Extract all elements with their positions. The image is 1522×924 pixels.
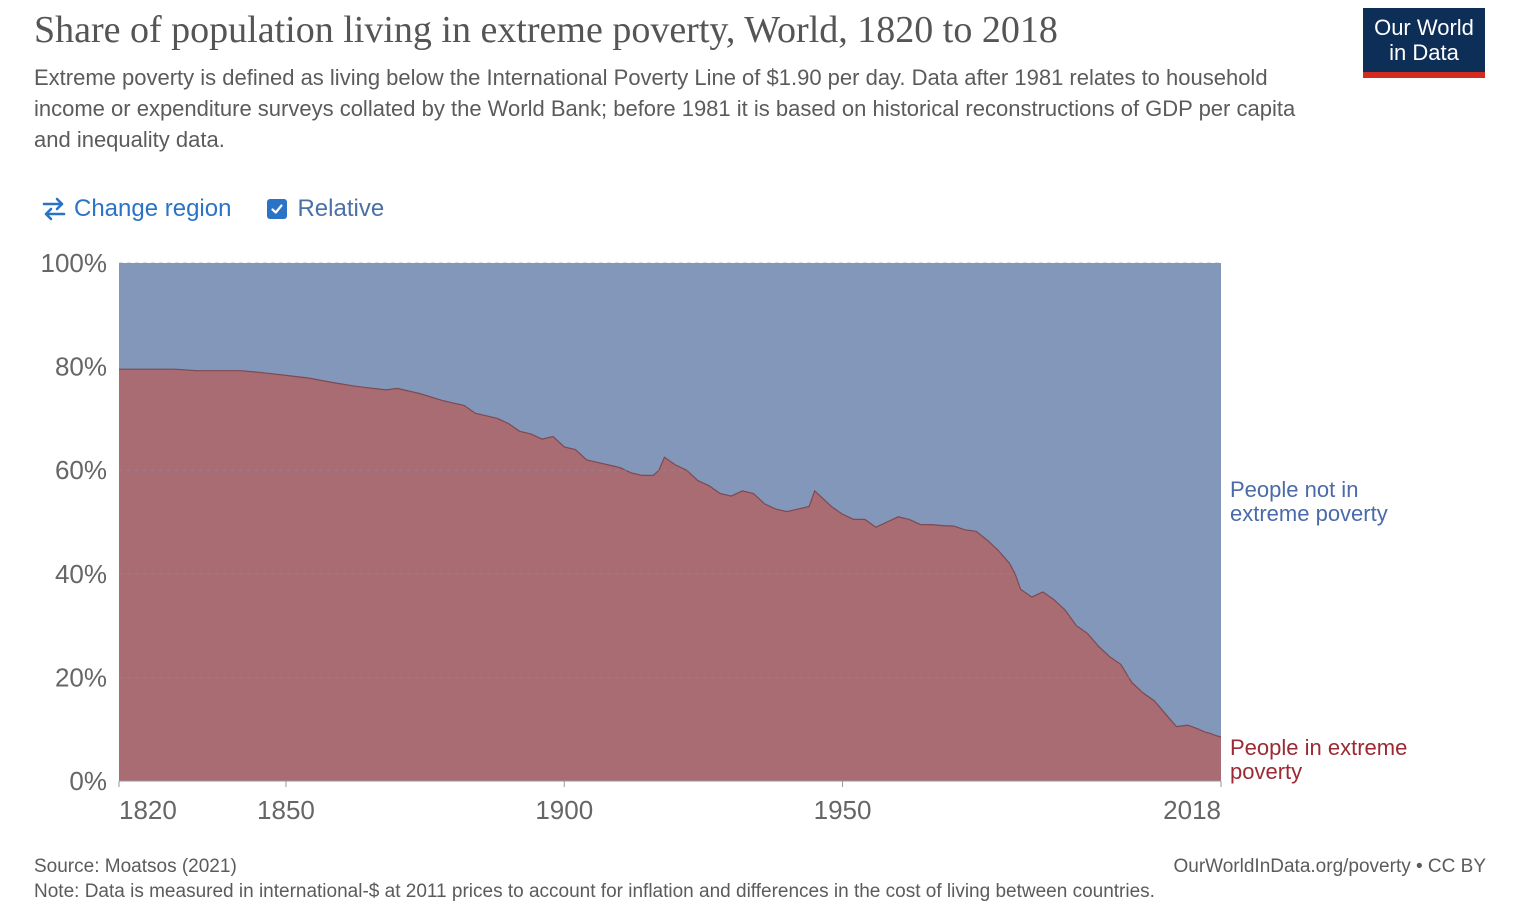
area-not-in-extreme-poverty[interactable] <box>119 263 1221 737</box>
chart-controls: Change region Relative <box>40 192 384 226</box>
chart-title: Share of population living in extreme po… <box>34 9 1058 51</box>
source-note: Source: Moatsos (2021) <box>34 856 237 877</box>
y-tick-label: 80% <box>55 352 107 382</box>
logo-line-1: Our World <box>1374 15 1474 40</box>
x-tick-label: 1820 <box>119 795 177 825</box>
change-region-button[interactable]: Change region <box>40 195 231 223</box>
relative-label: Relative <box>297 195 385 222</box>
x-tick-label: 1900 <box>535 795 593 825</box>
y-tick-label: 0% <box>69 766 107 796</box>
area-in-extreme-poverty[interactable] <box>119 369 1221 781</box>
x-tick-label: 1950 <box>814 795 872 825</box>
chart-subtitle: Extreme poverty is defined as living bel… <box>34 65 1296 152</box>
x-tick-label: 1850 <box>257 795 315 825</box>
checkmark-icon <box>271 204 284 214</box>
data-note: Note: Data is measured in international-… <box>34 881 1155 902</box>
change-region-label: Change region <box>74 195 232 222</box>
poverty-boundary-line <box>119 368 1222 738</box>
owid-logo[interactable]: Our World in Data <box>1363 8 1485 78</box>
y-tick-label: 20% <box>55 662 107 692</box>
y-tick-label: 60% <box>55 455 107 485</box>
swap-arrows-icon <box>40 195 68 223</box>
relative-checkbox[interactable] <box>267 199 288 219</box>
y-tick-label: 100% <box>41 248 108 278</box>
x-tick-label: 2018 <box>1163 795 1221 825</box>
logo-line-2: in Data <box>1389 40 1459 65</box>
legend-label-not-in-extreme-poverty: People not in extreme poverty <box>1230 477 1388 526</box>
y-tick-label: 40% <box>55 559 107 589</box>
relative-toggle[interactable]: Relative <box>267 195 384 223</box>
stacked-area-chart[interactable]: 0% 20% 40% 60% 80% 100% 1820 1850 1900 1950 2018 Pe… <box>0 240 1522 840</box>
license-link[interactable]: OurWorldInData.org/poverty • CC BY <box>1173 856 1486 877</box>
legend-label-in-extreme-poverty: People in extreme poverty <box>1230 735 1407 784</box>
